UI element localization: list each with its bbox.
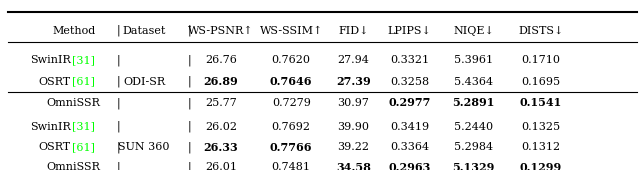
Text: 0.7481: 0.7481 — [272, 163, 310, 170]
Text: 0.7692: 0.7692 — [272, 122, 310, 132]
Text: OSRT: OSRT — [38, 142, 70, 152]
Text: WS-SSIM↑: WS-SSIM↑ — [259, 26, 323, 36]
Text: Method: Method — [52, 26, 95, 36]
Text: |: | — [116, 76, 120, 87]
Text: 0.1541: 0.1541 — [520, 97, 562, 108]
Text: 0.1299: 0.1299 — [520, 162, 562, 170]
Text: 5.2440: 5.2440 — [454, 122, 493, 132]
Text: 30.97: 30.97 — [337, 98, 369, 108]
Text: 25.77: 25.77 — [205, 98, 237, 108]
Text: |: | — [188, 76, 191, 87]
Text: OmniSSR: OmniSSR — [47, 163, 100, 170]
Text: |: | — [116, 121, 120, 132]
Text: 5.2984: 5.2984 — [454, 142, 493, 152]
Text: [31]: [31] — [72, 55, 95, 65]
Text: 26.33: 26.33 — [204, 142, 238, 152]
Text: DISTS↓: DISTS↓ — [518, 26, 563, 36]
Text: |: | — [116, 141, 120, 153]
Text: 0.7279: 0.7279 — [272, 98, 310, 108]
Text: 39.22: 39.22 — [337, 142, 369, 152]
Text: 0.3258: 0.3258 — [390, 77, 429, 87]
Text: 0.7620: 0.7620 — [272, 55, 310, 65]
Text: |: | — [188, 121, 191, 132]
Text: |: | — [116, 97, 120, 109]
Text: 0.1695: 0.1695 — [521, 77, 561, 87]
Text: 0.3364: 0.3364 — [390, 142, 429, 152]
Text: SUN 360: SUN 360 — [118, 142, 170, 152]
Text: [31]: [31] — [72, 122, 95, 132]
Text: |: | — [188, 55, 191, 66]
Text: 0.7766: 0.7766 — [270, 142, 312, 152]
Text: 26.76: 26.76 — [205, 55, 237, 65]
Text: 0.3321: 0.3321 — [390, 55, 429, 65]
Text: SwinIR: SwinIR — [29, 55, 70, 65]
Text: 0.7646: 0.7646 — [270, 76, 312, 87]
Text: 0.2977: 0.2977 — [388, 97, 431, 108]
Text: 5.1329: 5.1329 — [452, 162, 495, 170]
Text: |: | — [188, 162, 191, 170]
Text: [61]: [61] — [72, 77, 95, 87]
Text: 0.1710: 0.1710 — [522, 55, 560, 65]
Text: 27.94: 27.94 — [337, 55, 369, 65]
Text: LPIPS↓: LPIPS↓ — [388, 26, 431, 36]
Text: OSRT: OSRT — [38, 77, 70, 87]
Text: 26.89: 26.89 — [204, 76, 238, 87]
Text: 27.39: 27.39 — [336, 76, 371, 87]
Text: ODI-SR: ODI-SR — [123, 77, 165, 87]
Text: |: | — [116, 55, 120, 66]
Text: 26.01: 26.01 — [205, 163, 237, 170]
Text: WS-PSNR↑: WS-PSNR↑ — [188, 26, 253, 36]
Text: 26.02: 26.02 — [205, 122, 237, 132]
Text: 0.1325: 0.1325 — [521, 122, 561, 132]
Text: FID↓: FID↓ — [338, 26, 369, 36]
Text: Dataset: Dataset — [122, 26, 166, 36]
Text: 0.1312: 0.1312 — [521, 142, 561, 152]
Text: 0.3419: 0.3419 — [390, 122, 429, 132]
Text: 34.58: 34.58 — [336, 162, 371, 170]
Text: OmniSSR: OmniSSR — [47, 98, 100, 108]
Text: [61]: [61] — [72, 142, 95, 152]
Text: |: | — [116, 25, 120, 36]
Text: 5.2891: 5.2891 — [452, 97, 495, 108]
Text: 5.3961: 5.3961 — [454, 55, 493, 65]
Text: 0.2963: 0.2963 — [388, 162, 431, 170]
Text: NIQE↓: NIQE↓ — [453, 26, 494, 36]
Text: |: | — [188, 141, 191, 153]
Text: |: | — [116, 162, 120, 170]
Text: 5.4364: 5.4364 — [454, 77, 493, 87]
Text: SwinIR: SwinIR — [29, 122, 70, 132]
Text: |: | — [188, 97, 191, 109]
Text: 39.90: 39.90 — [337, 122, 369, 132]
Text: |: | — [188, 25, 191, 36]
